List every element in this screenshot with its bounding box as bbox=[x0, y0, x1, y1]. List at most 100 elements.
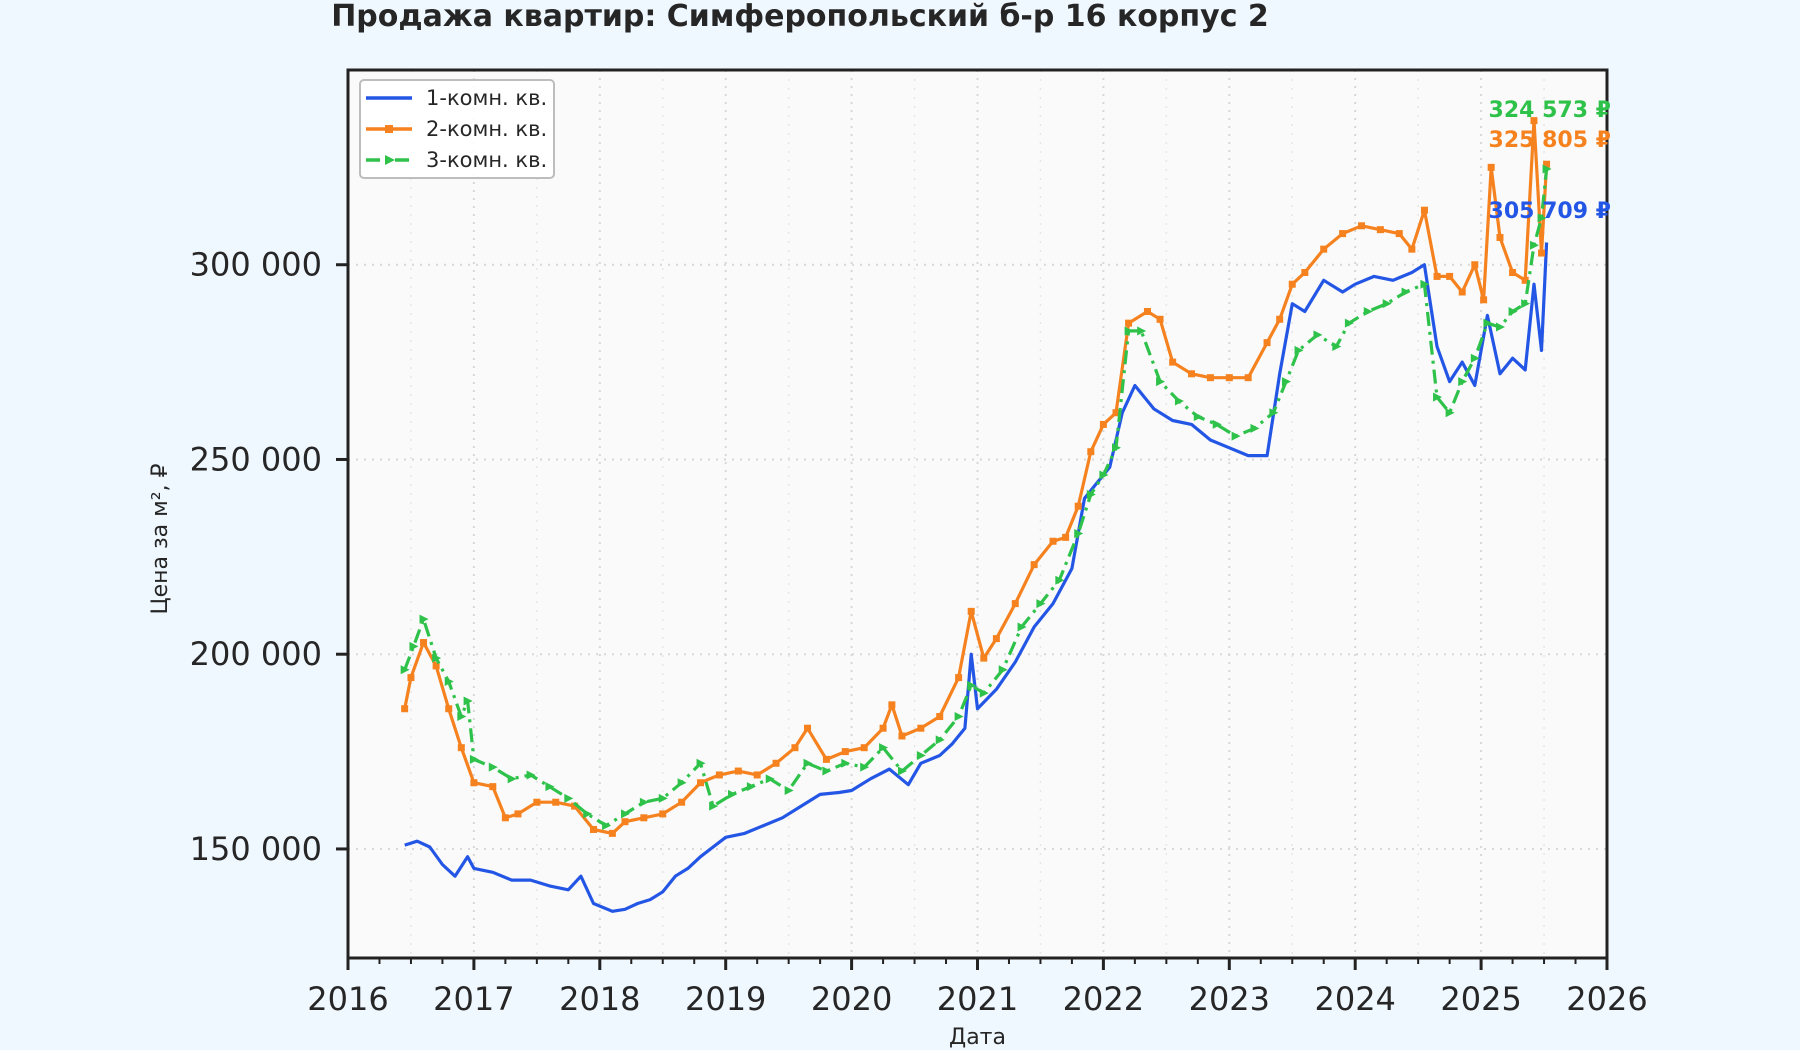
x-tick-label: 2017 bbox=[433, 980, 514, 1018]
x-axis: 2016 2017 2018 2019 2020 2021 2022 2023 2024 2025… bbox=[307, 958, 1648, 1018]
series-layer bbox=[400, 117, 1552, 913]
data-point bbox=[784, 786, 794, 796]
data-point bbox=[1495, 322, 1505, 332]
data-point bbox=[917, 724, 925, 732]
data-point bbox=[1206, 374, 1214, 382]
data-point bbox=[533, 798, 541, 806]
data-point bbox=[677, 778, 687, 788]
data-point bbox=[1357, 222, 1365, 230]
data-point bbox=[860, 762, 870, 772]
data-point bbox=[1294, 345, 1304, 355]
data-point bbox=[822, 766, 832, 776]
data-point bbox=[1487, 163, 1495, 171]
legend-box bbox=[359, 79, 555, 179]
data-point bbox=[1030, 561, 1038, 569]
data-point bbox=[420, 639, 428, 647]
data-point bbox=[841, 748, 849, 756]
data-point bbox=[469, 754, 479, 764]
data-point bbox=[888, 701, 896, 709]
data-point bbox=[1529, 240, 1539, 250]
data-point bbox=[955, 674, 963, 682]
data-point bbox=[980, 654, 988, 662]
data-point bbox=[658, 793, 668, 803]
x-tick-label: 2021 bbox=[937, 980, 1018, 1018]
data-point bbox=[1433, 392, 1443, 402]
data-point bbox=[445, 705, 453, 713]
data-point bbox=[936, 713, 944, 721]
data-point bbox=[992, 635, 1000, 643]
data-point bbox=[552, 798, 560, 806]
data-point bbox=[1212, 419, 1222, 429]
data-point bbox=[1086, 490, 1096, 500]
data-point bbox=[1188, 370, 1196, 378]
data-point bbox=[746, 782, 756, 792]
x-tick-label: 2019 bbox=[685, 980, 766, 1018]
legend: 1-комн. кв. 2-комн. кв. 3-комн. кв. bbox=[359, 79, 555, 179]
x-tick-label: 2024 bbox=[1314, 980, 1395, 1018]
x-tick-label: 2022 bbox=[1063, 980, 1144, 1018]
data-point bbox=[1074, 528, 1084, 538]
data-point bbox=[1445, 408, 1455, 418]
data-point bbox=[1458, 377, 1468, 387]
data-point bbox=[1250, 423, 1260, 433]
data-point bbox=[1143, 307, 1151, 315]
data-point bbox=[1099, 420, 1107, 428]
data-point bbox=[590, 825, 598, 833]
data-point bbox=[1332, 342, 1342, 352]
data-point bbox=[1062, 533, 1070, 541]
legend-marker bbox=[385, 155, 395, 165]
series-end-label: 325 805 ₽ bbox=[1489, 128, 1611, 153]
data-point bbox=[1530, 117, 1538, 125]
data-point bbox=[432, 653, 442, 663]
data-point bbox=[470, 779, 478, 787]
series-end-label: 305 709 ₽ bbox=[1489, 199, 1611, 224]
data-point bbox=[1156, 377, 1166, 387]
data-point bbox=[514, 810, 522, 818]
series-2 bbox=[401, 117, 1551, 837]
data-point bbox=[715, 771, 723, 779]
data-point bbox=[1420, 279, 1430, 289]
data-point bbox=[1496, 233, 1504, 241]
data-point bbox=[1543, 160, 1551, 168]
y-tick-label: 200 000 bbox=[190, 635, 322, 673]
data-point bbox=[879, 724, 887, 732]
data-point bbox=[419, 614, 429, 624]
data-point bbox=[1111, 443, 1121, 453]
data-point bbox=[1470, 353, 1480, 363]
x-tick-label: 2018 bbox=[559, 980, 640, 1018]
y-tick-label: 300 000 bbox=[190, 246, 322, 284]
data-point bbox=[432, 662, 440, 670]
data-point bbox=[898, 732, 906, 740]
data-point bbox=[916, 750, 926, 760]
data-point bbox=[1537, 213, 1547, 223]
data-point bbox=[860, 744, 868, 752]
data-point bbox=[935, 735, 945, 745]
legend-label: 1-комн. кв. bbox=[426, 86, 547, 110]
data-point bbox=[727, 789, 737, 799]
data-point bbox=[489, 783, 497, 791]
data-point bbox=[400, 665, 410, 675]
data-point bbox=[1313, 330, 1323, 340]
data-point bbox=[620, 809, 630, 819]
data-point bbox=[1288, 280, 1296, 288]
data-point bbox=[998, 665, 1008, 675]
data-point bbox=[1017, 622, 1027, 632]
x-tick-label: 2023 bbox=[1189, 980, 1270, 1018]
data-point bbox=[1458, 288, 1466, 296]
data-point bbox=[967, 680, 977, 690]
data-point bbox=[1049, 537, 1057, 545]
data-point bbox=[457, 712, 467, 722]
data-point bbox=[409, 641, 419, 651]
data-point bbox=[526, 770, 536, 780]
data-point bbox=[1137, 326, 1147, 336]
x-axis-label: Дата bbox=[949, 1025, 1006, 1050]
data-point bbox=[1420, 206, 1428, 214]
data-point bbox=[954, 712, 964, 722]
end-labels: 305 709 ₽ 325 805 ₽ 324 573 ₽ bbox=[1489, 98, 1611, 224]
data-point bbox=[608, 829, 616, 837]
data-point bbox=[463, 696, 473, 706]
grid bbox=[347, 70, 1608, 958]
data-point bbox=[1124, 326, 1134, 336]
plot-area bbox=[348, 70, 1607, 958]
data-point bbox=[803, 758, 813, 768]
